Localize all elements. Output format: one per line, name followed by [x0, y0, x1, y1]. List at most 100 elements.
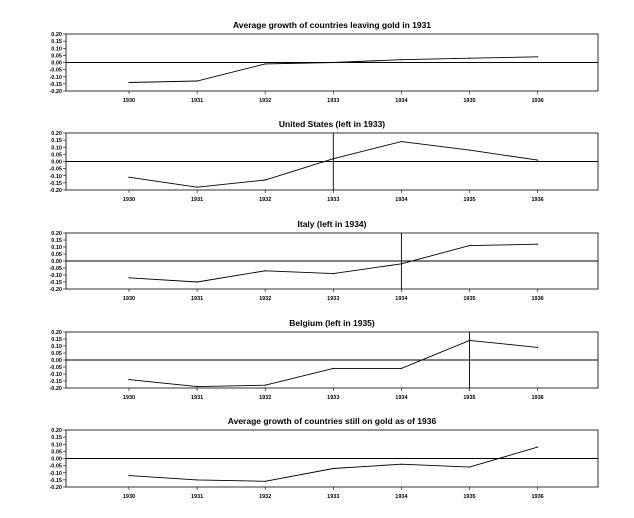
data-point [332, 467, 334, 470]
x-tick-label: 1935 [463, 395, 475, 401]
y-tick-label: 0.05 [51, 252, 62, 258]
y-tick-label: -0.20 [49, 386, 62, 392]
data-point [196, 186, 198, 188]
y-tick-label: -0.05 [49, 464, 62, 470]
x-tick-label: 1936 [531, 197, 543, 203]
data-point [128, 277, 130, 279]
y-tick-label: -0.20 [49, 287, 62, 293]
x-tick-label: 1930 [123, 197, 135, 203]
x-tick-label: 1936 [531, 395, 543, 401]
x-tick-label: 1932 [259, 395, 271, 401]
y-tick-label: -0.05 [49, 365, 62, 371]
data-point [264, 63, 266, 65]
y-tick-label: -0.20 [49, 485, 62, 491]
chart-panel-5: Average growth of countries still on gol… [49, 416, 599, 500]
y-tick-label: -0.15 [49, 478, 62, 484]
y-tick-label: 0.00 [51, 259, 62, 265]
x-tick-label: 1932 [259, 296, 271, 302]
y-tick-label: -0.05 [49, 167, 62, 173]
y-tick-label: -0.10 [49, 273, 62, 279]
data-point [400, 367, 402, 369]
y-tick-label: 0.15 [51, 238, 62, 244]
series-line [128, 243, 538, 283]
y-tick-label: -0.15 [49, 379, 62, 385]
panel-title: Belgium (left in 1935) [289, 318, 375, 328]
x-tick-label: 1936 [531, 494, 543, 500]
y-tick-label: -0.15 [49, 280, 62, 286]
x-tick-label: 1936 [531, 98, 543, 104]
x-tick-label: 1934 [395, 98, 408, 104]
data-point [128, 176, 130, 178]
series-line [128, 339, 538, 388]
panel-title: United States (left in 1933) [279, 119, 385, 129]
data-point [264, 179, 266, 181]
panel-title: Average growth of countries still on gol… [228, 416, 437, 426]
y-tick-label: 0.20 [51, 330, 62, 336]
x-tick-label: 1931 [191, 395, 203, 401]
y-tick-label: 0.20 [51, 428, 62, 434]
x-tick-label: 1932 [259, 98, 271, 104]
x-tick-label: 1930 [123, 98, 135, 104]
x-tick-label: 1934 [395, 296, 408, 302]
y-tick-label: 0.15 [51, 138, 62, 144]
x-tick-label: 1934 [395, 395, 408, 401]
x-tick-label: 1933 [327, 395, 339, 401]
y-tick-label: 0.15 [51, 39, 62, 45]
y-tick-label: 0.10 [51, 344, 62, 350]
x-tick-label: 1933 [327, 296, 339, 302]
x-tick-label: 1932 [259, 494, 271, 500]
data-point [537, 56, 539, 58]
data-point [332, 158, 334, 160]
y-tick-label: 0.00 [51, 61, 62, 67]
x-tick-label: 1933 [327, 197, 339, 203]
y-tick-label: 0.15 [51, 435, 62, 441]
data-point [264, 270, 266, 272]
y-tick-label: 0.10 [51, 245, 62, 251]
data-point [128, 475, 130, 477]
x-tick-label: 1932 [259, 197, 271, 203]
data-point [332, 367, 334, 369]
y-tick-label: -0.15 [49, 181, 62, 187]
y-tick-label: 0.05 [51, 152, 62, 158]
data-point [400, 140, 402, 143]
data-point [196, 80, 198, 82]
y-tick-label: -0.20 [49, 188, 62, 194]
data-point [468, 57, 471, 59]
chart-panel-3: Italy (left in 1934) 0.200.150.100.050.00… [49, 219, 599, 302]
series-line [128, 446, 538, 482]
x-tick-label: 1931 [191, 98, 203, 104]
y-tick-label: 0.05 [51, 53, 62, 59]
x-tick-label: 1935 [463, 494, 475, 500]
y-tick-label: 0.10 [51, 145, 62, 151]
y-tick-label: 0.15 [51, 337, 62, 343]
y-tick-label: -0.10 [49, 75, 62, 81]
x-tick-label: 1931 [191, 197, 203, 203]
data-point [128, 379, 130, 381]
y-tick-label: 0.10 [51, 442, 62, 448]
y-tick-label: 0.05 [51, 449, 62, 455]
x-tick-label: 1930 [123, 395, 135, 401]
y-tick-label: -0.20 [49, 89, 62, 95]
x-tick-label: 1931 [191, 494, 203, 500]
data-point [264, 480, 266, 482]
x-tick-label: 1935 [463, 197, 475, 203]
x-tick-label: 1934 [395, 494, 408, 500]
data-point [332, 61, 334, 64]
y-tick-label: 0.20 [51, 32, 62, 38]
y-tick-label: 0.10 [51, 46, 62, 52]
x-tick-label: 1930 [123, 296, 135, 302]
y-tick-label: -0.10 [49, 372, 62, 378]
y-tick-label: 0.00 [51, 457, 62, 463]
data-point [196, 386, 198, 388]
panel-title: Average growth of countries leaving gold… [233, 20, 431, 30]
y-tick-label: 0.20 [51, 131, 62, 137]
data-point [468, 339, 471, 341]
y-tick-label: -0.10 [49, 471, 62, 477]
data-point [468, 466, 471, 468]
x-tick-label: 1936 [531, 296, 543, 302]
chart-panel-2: United States (left in 1933) 0.200.150.10… [49, 119, 599, 203]
data-point [468, 245, 471, 247]
x-tick-label: 1934 [395, 197, 408, 203]
data-point [400, 263, 402, 265]
